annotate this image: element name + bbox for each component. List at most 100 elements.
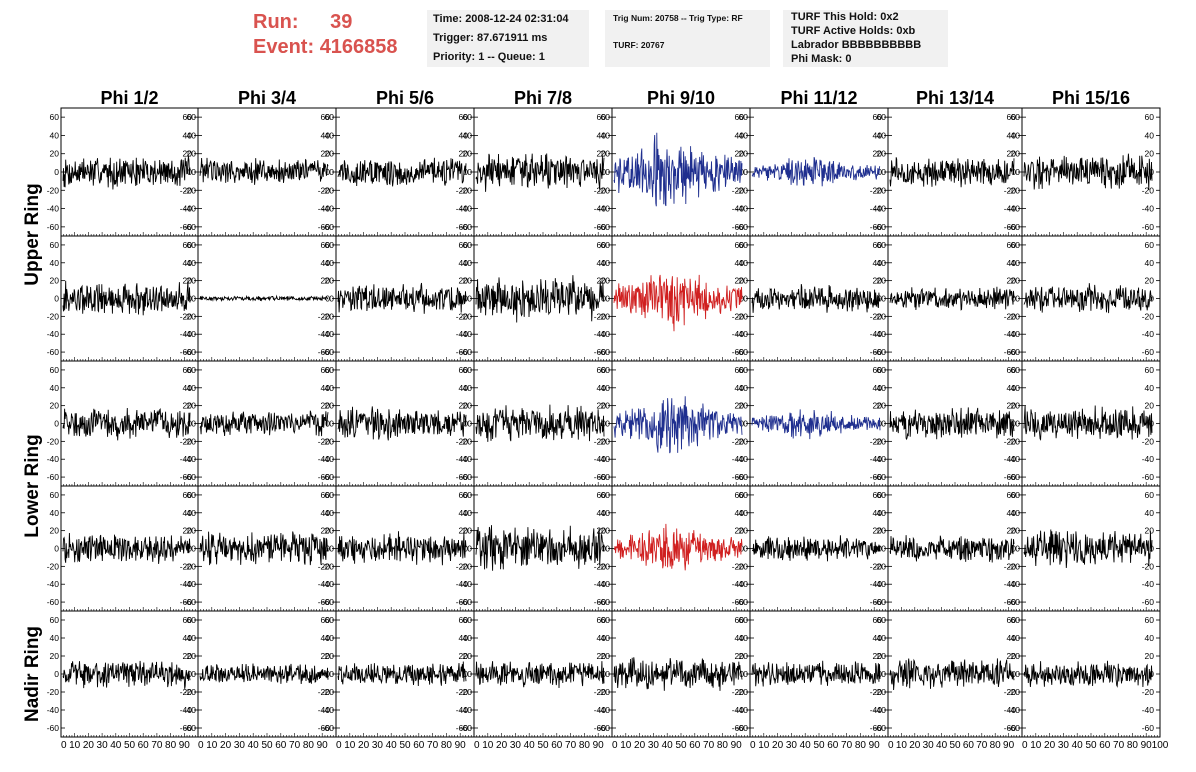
y-tick-label: -40 (598, 454, 611, 464)
y-tick-label: 20 (459, 651, 469, 661)
x-tick-label: 10 (620, 740, 632, 751)
y-tick-label: 40 (50, 383, 60, 393)
y-tick-label: -40 (180, 204, 193, 214)
x-tick-label: 80 (1127, 740, 1139, 751)
y-tick-label: -20 (736, 561, 749, 571)
y-tick-label: -40 (594, 204, 607, 214)
y-tick-label: -40 (322, 204, 335, 214)
y-tick-label: 60 (325, 365, 335, 375)
y-tick-label: 0 (467, 294, 472, 304)
y-tick-label: 20 (597, 526, 607, 536)
y-tick-label: 40 (873, 633, 883, 643)
y-tick-label: -60 (456, 472, 469, 482)
y-tick-label: 0 (329, 669, 334, 679)
y-tick-label: -60 (184, 347, 197, 357)
y-tick-label: -20 (736, 687, 749, 697)
y-tick-label: 40 (877, 258, 887, 268)
y-tick-label: 60 (601, 240, 611, 250)
y-tick-label: -60 (322, 347, 335, 357)
y-tick-label: 20 (597, 401, 607, 411)
trigger-info-box: Trig Num: 20758 -- Trig Type: RF TURF: 2… (605, 10, 770, 67)
y-tick-label: -40 (184, 454, 197, 464)
y-tick-label: 60 (459, 112, 469, 122)
y-tick-label: 40 (183, 633, 193, 643)
y-tick-label: -20 (594, 436, 607, 446)
y-tick-label: 20 (325, 401, 335, 411)
column-label: Phi 1/2 (100, 88, 158, 108)
y-tick-label: -40 (732, 579, 745, 589)
y-tick-label: 0 (1011, 544, 1016, 554)
y-tick-label: -60 (460, 472, 473, 482)
y-tick-label: 20 (1145, 401, 1155, 411)
y-tick-label: -20 (322, 687, 335, 697)
y-tick-label: 40 (1007, 258, 1017, 268)
y-tick-label: 40 (873, 130, 883, 140)
y-tick-label: -40 (1142, 329, 1155, 339)
y-tick-label: -60 (870, 597, 883, 607)
y-tick-label: 20 (877, 149, 887, 159)
y-tick-label: 0 (191, 669, 196, 679)
y-tick-label: 40 (321, 383, 331, 393)
y-tick-label: 60 (1007, 240, 1017, 250)
y-tick-label: 20 (183, 526, 193, 536)
y-tick-label: 40 (873, 258, 883, 268)
y-tick-label: 0 (739, 544, 744, 554)
y-tick-label: 0 (739, 669, 744, 679)
y-tick-label: -20 (318, 561, 331, 571)
y-tick-label: 0 (191, 167, 196, 177)
y-tick-label: -20 (47, 185, 60, 195)
waveform-trace (1023, 405, 1153, 441)
y-tick-label: 60 (739, 112, 749, 122)
y-tick-label: 60 (1145, 240, 1155, 250)
x-tick-label: 50 (813, 740, 825, 751)
ring-label: Upper Ring (22, 183, 43, 285)
y-tick-label: 60 (50, 490, 60, 500)
x-tick-label: 40 (386, 740, 398, 751)
waveform-trace (337, 282, 467, 314)
run-value: 39 (330, 11, 353, 33)
y-tick-label: -60 (456, 222, 469, 232)
y-tick-label: -40 (594, 705, 607, 715)
y-tick-label: 40 (459, 258, 469, 268)
y-tick-label: 60 (601, 112, 611, 122)
y-tick-label: -60 (1008, 723, 1021, 733)
run-label: Run: (253, 11, 299, 33)
y-tick-label: 60 (463, 112, 473, 122)
y-tick-label: -20 (594, 561, 607, 571)
y-tick-label: 60 (463, 240, 473, 250)
y-tick-label: -40 (874, 204, 887, 214)
y-tick-label: 40 (459, 130, 469, 140)
y-tick-label: 40 (325, 383, 335, 393)
y-tick-label: 20 (877, 401, 887, 411)
y-tick-label: 20 (1145, 149, 1155, 159)
x-tick-label: 40 (662, 740, 674, 751)
waveform-trace (475, 153, 605, 192)
y-tick-label: 20 (321, 526, 331, 536)
y-tick-label: -60 (460, 597, 473, 607)
y-tick-label: -40 (874, 579, 887, 589)
x-tick-label: 90 (455, 740, 467, 751)
y-tick-label: -20 (1142, 311, 1155, 321)
y-tick-label: -40 (1004, 204, 1017, 214)
y-tick-label: 20 (459, 276, 469, 286)
y-tick-label: 20 (601, 651, 611, 661)
y-tick-label: -60 (318, 222, 331, 232)
turf-text: TURF: 20767 (613, 40, 665, 50)
y-tick-label: -40 (180, 329, 193, 339)
y-tick-label: -60 (184, 472, 197, 482)
y-tick-label: -20 (460, 436, 473, 446)
y-tick-label: 40 (321, 130, 331, 140)
y-tick-label: -60 (736, 347, 749, 357)
x-tick-label: 30 (786, 740, 798, 751)
y-tick-label: 20 (1145, 651, 1155, 661)
y-tick-label: 60 (1145, 490, 1155, 500)
y-tick-label: -40 (322, 579, 335, 589)
y-tick-label: -20 (732, 561, 745, 571)
y-tick-label: -20 (870, 561, 883, 571)
y-tick-label: 20 (601, 401, 611, 411)
y-tick-label: 40 (463, 633, 473, 643)
y-tick-label: 40 (739, 130, 749, 140)
y-tick-label: 20 (50, 526, 60, 536)
y-tick-label: 20 (877, 651, 887, 661)
y-tick-label: 60 (321, 615, 331, 625)
